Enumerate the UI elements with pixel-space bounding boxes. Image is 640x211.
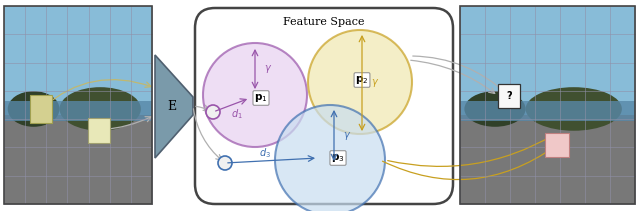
Bar (460, 115, 635, 204)
Circle shape (206, 105, 220, 119)
Text: $\mathbf{p}_{3}$: $\mathbf{p}_{3}$ (332, 152, 345, 164)
Bar (460, 6, 635, 115)
Bar (460, 101, 635, 121)
Ellipse shape (60, 87, 141, 131)
Text: ?: ? (506, 91, 512, 101)
Circle shape (218, 156, 232, 170)
Bar (4, 6, 152, 115)
Bar (4, 115, 152, 204)
Text: E: E (168, 100, 177, 114)
Text: $\gamma$: $\gamma$ (371, 77, 379, 89)
Ellipse shape (465, 91, 525, 127)
Bar (30, 95, 52, 123)
Text: $d_1$: $d_1$ (231, 107, 243, 121)
Bar (460, 6, 635, 204)
Ellipse shape (308, 30, 412, 134)
Text: Feature Space: Feature Space (284, 17, 365, 27)
Ellipse shape (203, 43, 307, 147)
Ellipse shape (275, 105, 385, 211)
Polygon shape (155, 55, 193, 158)
Bar (545, 133, 569, 157)
Text: $\gamma$: $\gamma$ (264, 63, 272, 75)
Bar (88, 118, 110, 143)
Ellipse shape (8, 91, 60, 127)
Ellipse shape (525, 87, 622, 131)
Text: $d_3$: $d_3$ (259, 146, 271, 160)
Bar (4, 6, 152, 204)
Bar (4, 101, 152, 121)
Text: $\mathbf{p}_{2}$: $\mathbf{p}_{2}$ (355, 74, 369, 86)
FancyBboxPatch shape (195, 8, 453, 204)
Text: $\gamma$: $\gamma$ (343, 130, 351, 142)
Text: $\mathbf{p}_{1}$: $\mathbf{p}_{1}$ (254, 92, 268, 104)
Bar (498, 84, 520, 108)
